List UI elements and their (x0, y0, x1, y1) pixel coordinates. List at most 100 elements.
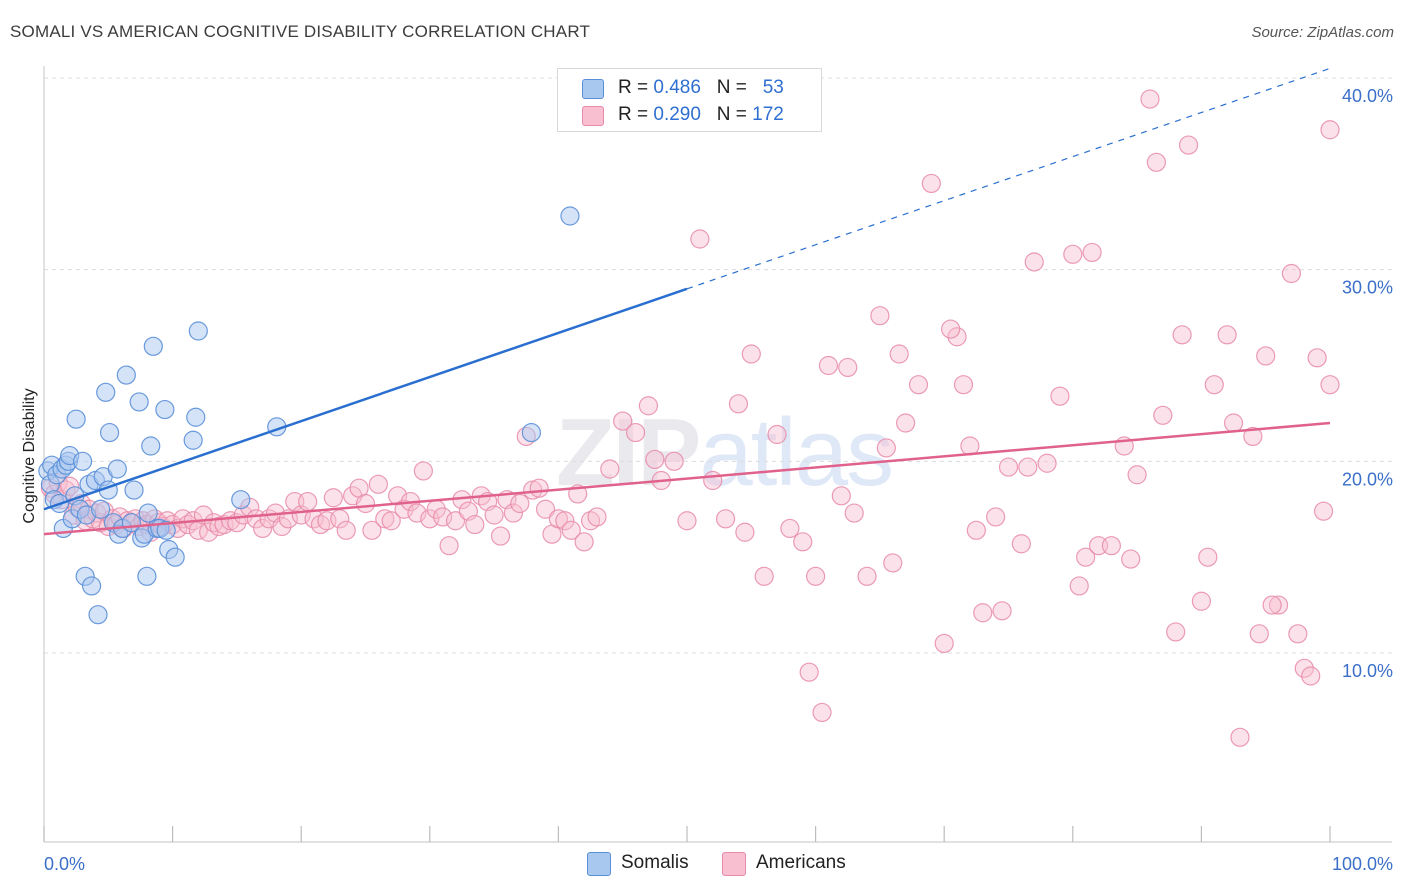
american-point (1320, 120, 1340, 140)
somali-n-label: N = (716, 77, 753, 98)
american-swatch (582, 106, 604, 126)
y-tick-label: 40.0% (1342, 86, 1393, 106)
somali-r-label: R = (618, 77, 654, 98)
american-point (896, 413, 916, 433)
american-point (741, 344, 761, 364)
source-credit: Source: ZipAtlas.com (1251, 24, 1394, 41)
american-point (780, 518, 800, 539)
american-point (876, 438, 896, 458)
american-point (1301, 666, 1321, 686)
american-point (1262, 595, 1282, 615)
axes (43, 66, 1392, 843)
american-point (368, 474, 388, 494)
american-point (889, 344, 909, 364)
american-n-value: 172 (752, 104, 784, 125)
somali-point (560, 206, 580, 226)
somali-point (107, 459, 127, 479)
somali-point (66, 409, 86, 429)
american-point (799, 662, 819, 682)
american-point (754, 566, 774, 586)
american-point (1082, 242, 1102, 263)
american-point (986, 507, 1006, 527)
somali-point (183, 430, 203, 450)
american-point (690, 229, 710, 249)
american-point (510, 493, 530, 514)
somali-point (116, 365, 136, 385)
y-tick-label: 10.0% (1342, 661, 1393, 681)
bottom-american-label: Americans (756, 852, 846, 873)
somali-trend-extension (686, 67, 1331, 290)
american-point (298, 491, 318, 512)
american-point (503, 503, 523, 523)
somali-point (81, 576, 102, 596)
american-point (703, 470, 723, 491)
somali-point (138, 503, 158, 523)
american-r-label: R = (618, 104, 654, 125)
american-point (381, 511, 401, 531)
american-point (574, 532, 594, 552)
american-point (535, 499, 556, 519)
american-point (921, 173, 941, 194)
american-point (941, 319, 961, 339)
american-point (555, 511, 575, 531)
american-point (561, 520, 581, 540)
somali-point (72, 451, 93, 471)
american-point (992, 601, 1012, 621)
american-stats: R = 0.290 N = 172 (618, 104, 784, 126)
correlation-legend: R = 0.486 N = 53 R = 0.290 N = 172 (557, 68, 822, 132)
somali-point (137, 566, 157, 586)
american-point (818, 355, 839, 376)
american-point (323, 488, 343, 508)
american-trend-line (43, 421, 1331, 536)
somali-point (231, 490, 251, 510)
american-point (336, 520, 356, 540)
american-point (465, 514, 485, 535)
watermark-atlas: atlas (699, 399, 894, 506)
somali-r-value: 0.486 (653, 77, 701, 98)
american-point (439, 536, 459, 556)
american-point (529, 478, 549, 498)
x-tick-label-min: 0.0% (44, 854, 85, 874)
american-point (1230, 727, 1250, 747)
american-point (1320, 375, 1340, 395)
american-point (973, 603, 993, 623)
american-point (587, 507, 607, 527)
american-point (664, 451, 684, 471)
american-point (355, 493, 376, 514)
y-axis-title: Cognitive Disability (21, 388, 38, 523)
american-point (908, 375, 929, 395)
american-point (484, 505, 504, 525)
american-n-label: N = (716, 104, 753, 125)
american-point (1101, 536, 1121, 556)
american-point (413, 461, 433, 481)
american-point (844, 503, 864, 523)
american-point (998, 457, 1019, 477)
somali-n-value: 53 (762, 77, 784, 98)
american-point (793, 532, 813, 552)
american-point (1121, 549, 1141, 569)
somali-point (96, 382, 116, 402)
american-point (934, 633, 954, 654)
american-point (728, 394, 749, 414)
american-point (947, 327, 967, 347)
axis-labels: 10.0% 20.0% 30.0% 40.0% 0.0% 100.0% Cognitive … (21, 86, 1393, 874)
bottom-american-swatch (722, 852, 746, 876)
american-point (805, 566, 826, 586)
somali-point (188, 321, 208, 341)
american-point (1294, 658, 1314, 678)
american-point (1307, 348, 1327, 368)
american-point (735, 522, 755, 542)
american-point (1063, 244, 1083, 264)
american-point (870, 306, 890, 326)
american-point (1191, 591, 1212, 611)
american-point (1050, 386, 1070, 406)
american-point (600, 459, 620, 479)
y-tick-label: 30.0% (1342, 278, 1393, 298)
american-point (625, 422, 646, 443)
american-point (1249, 624, 1269, 644)
somali-point (521, 422, 541, 443)
american-r-value: 0.290 (653, 104, 701, 125)
somali-point (90, 499, 111, 519)
american-point (1198, 547, 1218, 567)
